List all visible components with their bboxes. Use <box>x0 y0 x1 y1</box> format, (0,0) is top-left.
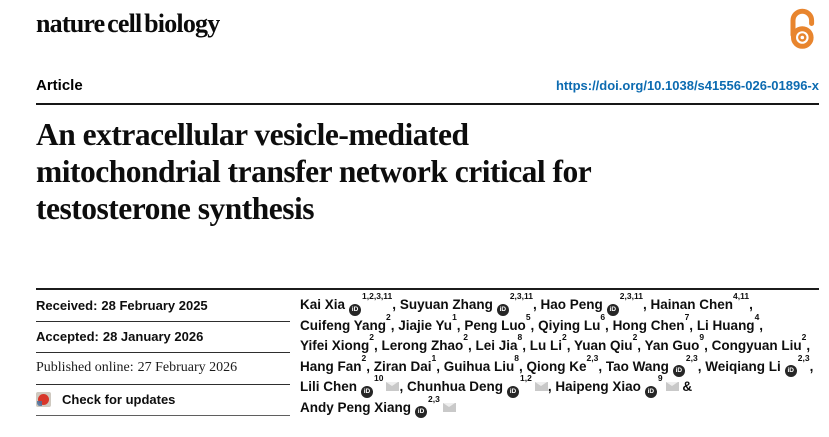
accepted-date-row: Accepted: 28 January 2026 <box>36 322 290 353</box>
published-label: Published online: <box>36 360 134 376</box>
affiliation-superscript: 1 <box>452 311 457 322</box>
author-name: Lerong Zhao <box>381 338 464 353</box>
doi-link[interactable]: https://doi.org/10.1038/s41556-026-01896… <box>555 78 819 93</box>
affiliation-superscript: 1 <box>431 352 437 363</box>
affiliation-superscript: 2 <box>562 332 567 342</box>
author-name: Lei Jia <box>475 338 518 353</box>
envelope-icon[interactable] <box>386 382 400 391</box>
envelope-icon[interactable] <box>534 382 548 391</box>
orcid-icon[interactable]: iD <box>606 303 619 316</box>
title-line: testosterone synthesis <box>36 191 315 226</box>
affiliation-superscript: 9 <box>699 332 705 342</box>
author-name: Congyuan Liu <box>711 338 802 353</box>
affiliation-superscript: 2 <box>632 332 638 342</box>
orcid-icon[interactable]: iD <box>361 385 373 398</box>
orcid-icon[interactable]: iD <box>672 365 685 377</box>
author-name: Peng Luo <box>464 317 526 333</box>
author-name: Haipeng Xiao <box>555 379 641 394</box>
author-name: Hao Peng <box>540 297 603 312</box>
affiliation-superscript: 2,3 <box>685 352 698 363</box>
open-access-icon <box>785 8 819 54</box>
article-type-label: Article <box>36 77 83 94</box>
affiliation-superscript: 7 <box>684 311 690 322</box>
affiliation-superscript: 2,3,11 <box>509 291 533 301</box>
article-type-row: Article https://doi.org/10.1038/s41556-0… <box>36 77 819 105</box>
author-name: Qiong Ke <box>526 358 587 374</box>
orcid-icon[interactable]: iD <box>415 406 428 418</box>
title-line: mitochondrial transfer network critical … <box>36 154 592 189</box>
author-name: Hang Fan <box>300 358 362 374</box>
author-name: Kai Xia <box>300 297 346 312</box>
article-meta-section: Received: 28 February 2025 Accepted: 28 … <box>36 288 819 418</box>
received-value: 28 February 2025 <box>101 297 208 313</box>
received-label: Received: <box>36 297 98 313</box>
affiliation-superscript: 9 <box>657 373 663 383</box>
author-name: Lili Chen <box>300 379 357 394</box>
author-name: Yuan Qiu <box>574 338 633 353</box>
received-date-row: Received: 28 February 2025 <box>36 290 290 322</box>
author-name: Cuifeng Yang <box>300 317 387 333</box>
affiliation-superscript: 2 <box>801 332 807 342</box>
affiliation-superscript: 1,2 <box>519 373 532 383</box>
author-name: Ziran Dai <box>373 358 432 374</box>
envelope-icon[interactable] <box>665 382 679 391</box>
affiliation-superscript: 2,3 <box>428 393 440 404</box>
affiliation-superscript: 2,3 <box>797 352 810 363</box>
orcid-icon[interactable]: iD <box>496 303 509 316</box>
affiliation-superscript: 6 <box>600 311 606 322</box>
affiliation-superscript: 10 <box>374 373 384 383</box>
authors-column: Kai Xia iD1,2,3,11, Suyuan Zhang iD2,3,11,… <box>290 290 819 418</box>
author-name: Yifei Xiong <box>300 338 370 353</box>
author-name: Chunhua Deng <box>406 379 503 394</box>
check-for-updates-button[interactable]: Check for updates <box>36 385 290 416</box>
journal-header: nature cell biology <box>36 8 819 54</box>
author-name: Tao Wang <box>605 358 669 374</box>
accepted-value: 28 January 2026 <box>102 329 204 345</box>
published-value: 27 February 2026 <box>137 360 238 376</box>
affiliation-superscript: 2 <box>386 311 391 322</box>
orcid-icon[interactable]: iD <box>506 385 519 398</box>
orcid-icon[interactable]: iD <box>644 385 657 398</box>
affiliation-superscript: 2,3 <box>586 352 599 363</box>
affiliation-superscript: 1,2,3,11 <box>362 291 393 301</box>
author-name: Lu Li <box>529 338 563 353</box>
article-info-panel: Received: 28 February 2025 Accepted: 28 … <box>36 290 290 418</box>
envelope-icon[interactable] <box>442 402 456 412</box>
affiliation-superscript: 2 <box>361 352 367 363</box>
affiliation-superscript: 4 <box>754 311 760 322</box>
author-name: Hong Chen <box>612 317 685 333</box>
crossmark-icon <box>36 392 51 408</box>
article-title: An extracellular vesicle-mediated mitocho… <box>36 116 819 227</box>
orcid-icon[interactable]: iD <box>349 303 362 316</box>
accepted-label: Accepted: <box>36 329 99 345</box>
affiliation-superscript: 2 <box>369 332 374 342</box>
affiliation-superscript: 4,11 <box>732 291 750 301</box>
author-list: Kai Xia iD1,2,3,11, Suyuan Zhang iD2,3,11,… <box>300 292 819 418</box>
author-name: Jiajie Yu <box>398 317 453 333</box>
journal-wordmark: nature cell biology <box>36 9 220 38</box>
affiliation-superscript: 2,3,11 <box>619 291 643 301</box>
check-for-updates-label: Check for updates <box>62 392 176 408</box>
orcid-icon[interactable]: iD <box>784 365 797 377</box>
author-name: Qiying Lu <box>538 317 601 333</box>
affiliation-superscript: 8 <box>514 352 520 363</box>
published-date-row: Published online: 27 February 2026 <box>36 353 290 385</box>
affiliation-superscript: 8 <box>517 332 523 342</box>
affiliation-superscript: 2 <box>463 332 468 342</box>
author-name: Guihua Liu <box>443 358 515 374</box>
author-name: Andy Peng Xiang <box>300 399 412 415</box>
author-name: Weiqiang Li <box>705 358 781 374</box>
author-name: Yan Guo <box>644 338 700 353</box>
author-name: Suyuan Zhang <box>399 297 493 312</box>
author-name: Hainan Chen <box>650 297 733 312</box>
author-name: Li Huang <box>696 317 755 333</box>
title-line: An extracellular vesicle-mediated <box>36 117 469 152</box>
affiliation-superscript: 5 <box>525 311 531 322</box>
